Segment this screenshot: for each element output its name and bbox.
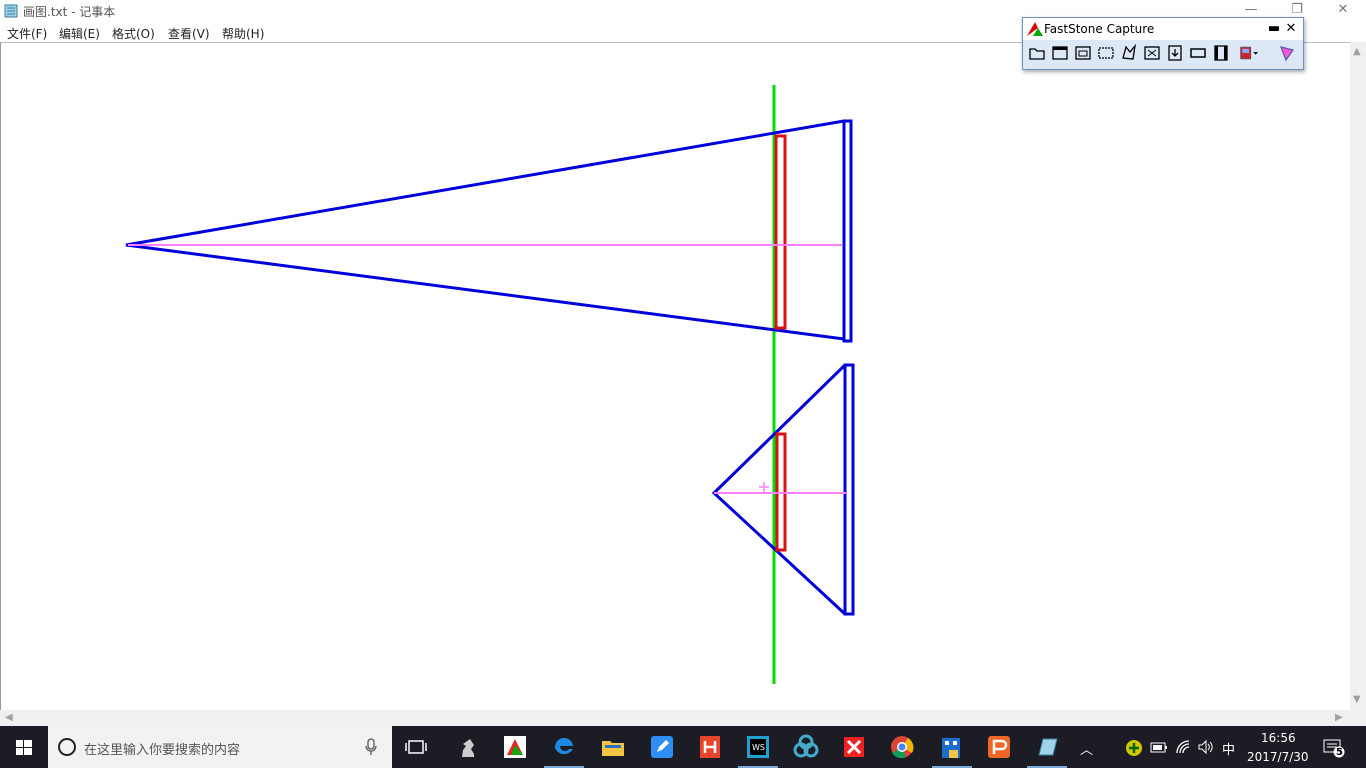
- menu-file[interactable]: 文件(F): [7, 27, 48, 41]
- minimize-button[interactable]: —: [1244, 2, 1258, 17]
- faststone-title: FastStone Capture: [1044, 22, 1155, 36]
- top-red-rectangle: [774, 134, 787, 330]
- capture-rectangle-icon[interactable]: [1096, 43, 1116, 63]
- notepad-active-indicator: [1027, 766, 1067, 768]
- clock-date[interactable]: 2017/7/30: [1247, 750, 1309, 764]
- menu-format[interactable]: 格式(O): [112, 27, 155, 41]
- close-button[interactable]: ✕: [1337, 2, 1349, 17]
- baidu-netdisk-icon[interactable]: [790, 731, 822, 763]
- file-explorer-icon[interactable]: [597, 731, 629, 763]
- battery-icon[interactable]: [1150, 740, 1168, 754]
- menu-edit[interactable]: 编辑(E): [59, 27, 100, 41]
- capture-window-icon[interactable]: [1050, 43, 1070, 63]
- notification-count-badge: 5: [1336, 747, 1343, 758]
- clock-time[interactable]: 16:56: [1261, 731, 1296, 745]
- building-app-icon[interactable]: [935, 731, 967, 763]
- notes-app-icon[interactable]: [646, 731, 678, 763]
- edge-active-indicator: [544, 766, 584, 768]
- capture-scrolling-icon[interactable]: [1165, 43, 1185, 63]
- vertical-scrollbar[interactable]: ▲ ▼: [1350, 42, 1366, 710]
- top-cone-outline: [125, 119, 845, 341]
- microphone-icon[interactable]: [364, 738, 378, 756]
- window-title: 画图.txt - 记事本: [23, 5, 116, 19]
- bottom-cone-outline: [711, 363, 847, 616]
- capture-freehand-icon[interactable]: [1119, 43, 1139, 63]
- open-icon[interactable]: [1027, 43, 1047, 63]
- faststone-close-button[interactable]: ✕: [1285, 21, 1297, 36]
- output-dropdown-icon[interactable]: [1239, 43, 1259, 63]
- wifi-icon[interactable]: [1175, 739, 1191, 755]
- scroll-left-icon[interactable]: ◀: [5, 712, 13, 723]
- webstorm-active-indicator: [738, 766, 778, 768]
- volume-icon[interactable]: [1197, 739, 1213, 755]
- xmind-app-icon[interactable]: [499, 731, 531, 763]
- scroll-down-icon[interactable]: ▼: [1353, 694, 1361, 705]
- hbuilder-app-icon[interactable]: [694, 731, 726, 763]
- screen-recorder-icon[interactable]: [1211, 43, 1231, 63]
- notepad-taskbar-icon[interactable]: [1031, 731, 1063, 763]
- notepad-icon: [4, 4, 18, 18]
- settings-icon[interactable]: [1277, 43, 1297, 63]
- taskbar: 在这里输入你要搜索的内容 WS ︿ 中 16:56 2017/7/30 5: [0, 726, 1366, 768]
- horizontal-scrollbar[interactable]: ◀ ▶: [0, 710, 1350, 726]
- text-edit-area[interactable]: [0, 42, 1351, 711]
- scroll-right-icon[interactable]: ▶: [1335, 712, 1343, 723]
- windows-start-icon[interactable]: [0, 726, 48, 768]
- chess-knight-app-icon[interactable]: [452, 731, 484, 763]
- ime-indicator[interactable]: 中: [1222, 743, 1236, 758]
- scrollbar-corner: [1350, 710, 1366, 726]
- top-blue-rectangle: [842, 119, 853, 343]
- faststone-title-bar[interactable]: FastStone Capture ▬ ✕: [1023, 18, 1303, 40]
- pink-cross-marker: [759, 482, 769, 492]
- task-view-icon[interactable]: [400, 731, 432, 763]
- restore-button[interactable]: ❐: [1291, 2, 1303, 17]
- cortana-icon[interactable]: [57, 737, 77, 757]
- faststone-capture-toolbar: FastStone Capture ▬ ✕: [1022, 17, 1304, 70]
- xmind-red-app-icon[interactable]: [838, 731, 870, 763]
- capture-fullscreen-icon[interactable]: [1142, 43, 1162, 63]
- menu-help[interactable]: 帮助(H): [222, 27, 265, 41]
- taskbar-search-box[interactable]: 在这里输入你要搜索的内容: [48, 726, 392, 768]
- tray-overflow-chevron-icon[interactable]: ︿: [1080, 743, 1094, 758]
- search-placeholder: 在这里输入你要搜索的内容: [84, 743, 241, 758]
- faststone-logo-icon: [1027, 22, 1043, 36]
- faststone-minimize-button[interactable]: ▬: [1267, 21, 1281, 36]
- tray-plus-app-icon[interactable]: [1125, 739, 1143, 757]
- webstorm-app-icon[interactable]: WS: [742, 731, 774, 763]
- edge-browser-icon[interactable]: [548, 731, 580, 763]
- scroll-up-icon[interactable]: ▲: [1353, 46, 1361, 57]
- svg-text:WS: WS: [752, 743, 765, 752]
- capture-fixed-region-icon[interactable]: [1188, 43, 1208, 63]
- title-bar: 画图.txt - 记事本 — ❐ ✕: [0, 0, 1366, 22]
- capture-object-icon[interactable]: [1073, 43, 1093, 63]
- chrome-browser-icon[interactable]: [886, 731, 918, 763]
- wps-presentation-icon[interactable]: [983, 731, 1015, 763]
- building-active-indicator: [932, 766, 972, 768]
- action-center-icon[interactable]: [1323, 738, 1345, 758]
- menu-view[interactable]: 查看(V): [168, 27, 210, 41]
- bottom-blue-rectangle: [843, 363, 855, 616]
